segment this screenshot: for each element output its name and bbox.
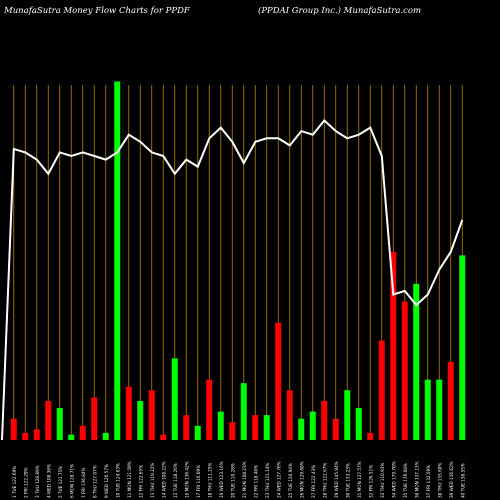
money-flow-bar-up <box>459 255 466 440</box>
x-tick-label: 4 WED 108.36% <box>46 464 51 498</box>
x-tick-label: 6 MON 128.71% <box>69 464 74 498</box>
money-flow-bar-up <box>217 411 224 440</box>
money-flow-bar-up <box>194 425 201 440</box>
money-flow-bar-down <box>33 429 40 440</box>
money-flow-bar-up <box>56 408 63 440</box>
money-flow-bar-down <box>286 390 293 440</box>
x-tick-label: 22 FRI 118.40% <box>253 465 258 498</box>
money-flow-bar-up <box>263 415 270 440</box>
money-flow-bar-down <box>22 432 29 440</box>
x-tick-label: 17 FRI 116.09% <box>196 465 201 498</box>
money-flow-bars <box>10 81 466 440</box>
money-flow-bar-down <box>367 432 374 440</box>
x-tick-label: 34 WED 179.70% <box>391 461 396 498</box>
money-flow-bar-down <box>390 251 397 440</box>
x-tick-label: 3 THU 128.89% <box>35 465 40 498</box>
money-flow-bar-up <box>171 358 178 440</box>
x-tick-label: 11 MON 121.59% <box>127 461 132 498</box>
x-tick-label: 30 TUE 133.23% <box>345 463 350 498</box>
x-tick-label: 1 TUE 122.69% <box>12 466 17 498</box>
x-tick-label: 14 WED 108.22% <box>161 461 166 498</box>
x-tick-labels: 1 TUE 122.69% 2 FRI 122.29% 3 THU 128.89% 4… <box>12 461 466 498</box>
money-flow-bar-up <box>102 432 109 440</box>
x-tick-label: 29 WED 145.94% <box>334 461 339 498</box>
money-flow-bar-up <box>240 383 247 440</box>
chart-title: MunafaSutra Money Flow Charts for PPDF <box>4 6 190 16</box>
x-tick-label: 24 WED 127.76% <box>276 461 281 498</box>
x-tick-label: 5 TUE 121.75% <box>58 466 63 498</box>
money-flow-bar-down <box>45 400 52 440</box>
chart-header: MunafaSutra Money Flow Charts for PPDF (… <box>0 0 500 30</box>
x-tick-label: 19 WED 123.16% <box>219 461 224 498</box>
money-flow-bar-up <box>309 411 316 440</box>
money-flow-bar-up <box>436 379 443 440</box>
money-flow-bar-down <box>401 301 408 440</box>
x-tick-label: 35 TUE 176.08% <box>403 463 408 498</box>
money-flow-bar-up <box>344 390 351 440</box>
money-flow-bar-down <box>160 434 167 440</box>
x-tick-label: 16 MON 136.42% <box>184 461 189 498</box>
money-flow-bar-up <box>114 81 121 440</box>
money-flow-bar-up <box>68 434 75 440</box>
money-flow-bar-down <box>275 322 282 440</box>
price-line <box>1 119 464 441</box>
money-flow-bar-down <box>148 390 155 440</box>
x-tick-label: 32 FRI 126.51% <box>368 465 373 498</box>
money-flow-bar-down <box>378 340 385 440</box>
money-flow-bar-down <box>321 400 328 440</box>
money-flow-bar-down <box>229 422 236 440</box>
money-flow-bar-down <box>252 415 259 440</box>
money-flow-bar-up <box>424 379 431 440</box>
x-tick-label: 27 FRI 122.43% <box>311 465 316 498</box>
x-tick-label: 8 THU 127.07% <box>92 465 97 498</box>
x-tick-label: 13 THU 119.22% <box>150 463 155 498</box>
x-tick-label: 31 MON 127.57% <box>357 461 362 498</box>
x-tick-label: 18 THU 111.25% <box>207 463 212 498</box>
x-tick-label: 23 THU 121.14% <box>265 463 270 498</box>
price-line-group <box>1 119 464 441</box>
x-tick-label: 21 MON 108.23% <box>242 461 247 498</box>
money-flow-bar-down <box>332 418 339 440</box>
money-flow-bar-down <box>206 379 213 440</box>
money-flow-bar-down <box>91 397 98 440</box>
money-flow-bar-down <box>447 361 454 440</box>
x-tick-label: 9 WED 126.57% <box>104 464 109 498</box>
x-tick-label: 12 FRI 122.65% <box>138 465 143 498</box>
money-flow-bar-down <box>125 386 132 440</box>
money-flow-bar-up <box>413 283 420 440</box>
x-tick-label: 39 WED 136.62% <box>449 461 454 498</box>
x-tick-label: 28 THU 122.67% <box>322 463 327 498</box>
money-flow-bar-down <box>79 425 86 440</box>
money-flow-bar-up <box>355 408 362 440</box>
x-tick-label: 20 TUE 110.28% <box>230 463 235 498</box>
money-flow-bar-down <box>183 415 190 440</box>
x-tick-label: 37 FRI 132.59% <box>426 465 431 498</box>
x-tick-label: 15 TUE 118.26% <box>173 463 178 498</box>
x-tick-label: 7 FRI 136.84% <box>81 467 86 498</box>
x-tick-label: 38 THU 135.60% <box>437 463 442 498</box>
x-tick-label: 26 MON 129.60% <box>299 461 304 498</box>
x-tick-label: 40 TUE 138.55% <box>460 463 465 498</box>
money-flow-bar-up <box>137 400 144 440</box>
chart-subtitle: (PPDAI Group Inc.) MunafaSutra.com <box>258 6 422 16</box>
x-tick-label: 33 THU 110.93% <box>380 463 385 498</box>
x-tick-label: 10 TUE 124.63% <box>115 463 120 498</box>
x-tick-label: 25 TUE 120.94% <box>288 463 293 498</box>
x-tick-label: 36 MON 137.15% <box>414 461 419 498</box>
x-tick-label: 2 FRI 122.29% <box>23 467 28 498</box>
money-flow-bar-down <box>10 418 17 440</box>
money-flow-bar-up <box>298 418 305 440</box>
